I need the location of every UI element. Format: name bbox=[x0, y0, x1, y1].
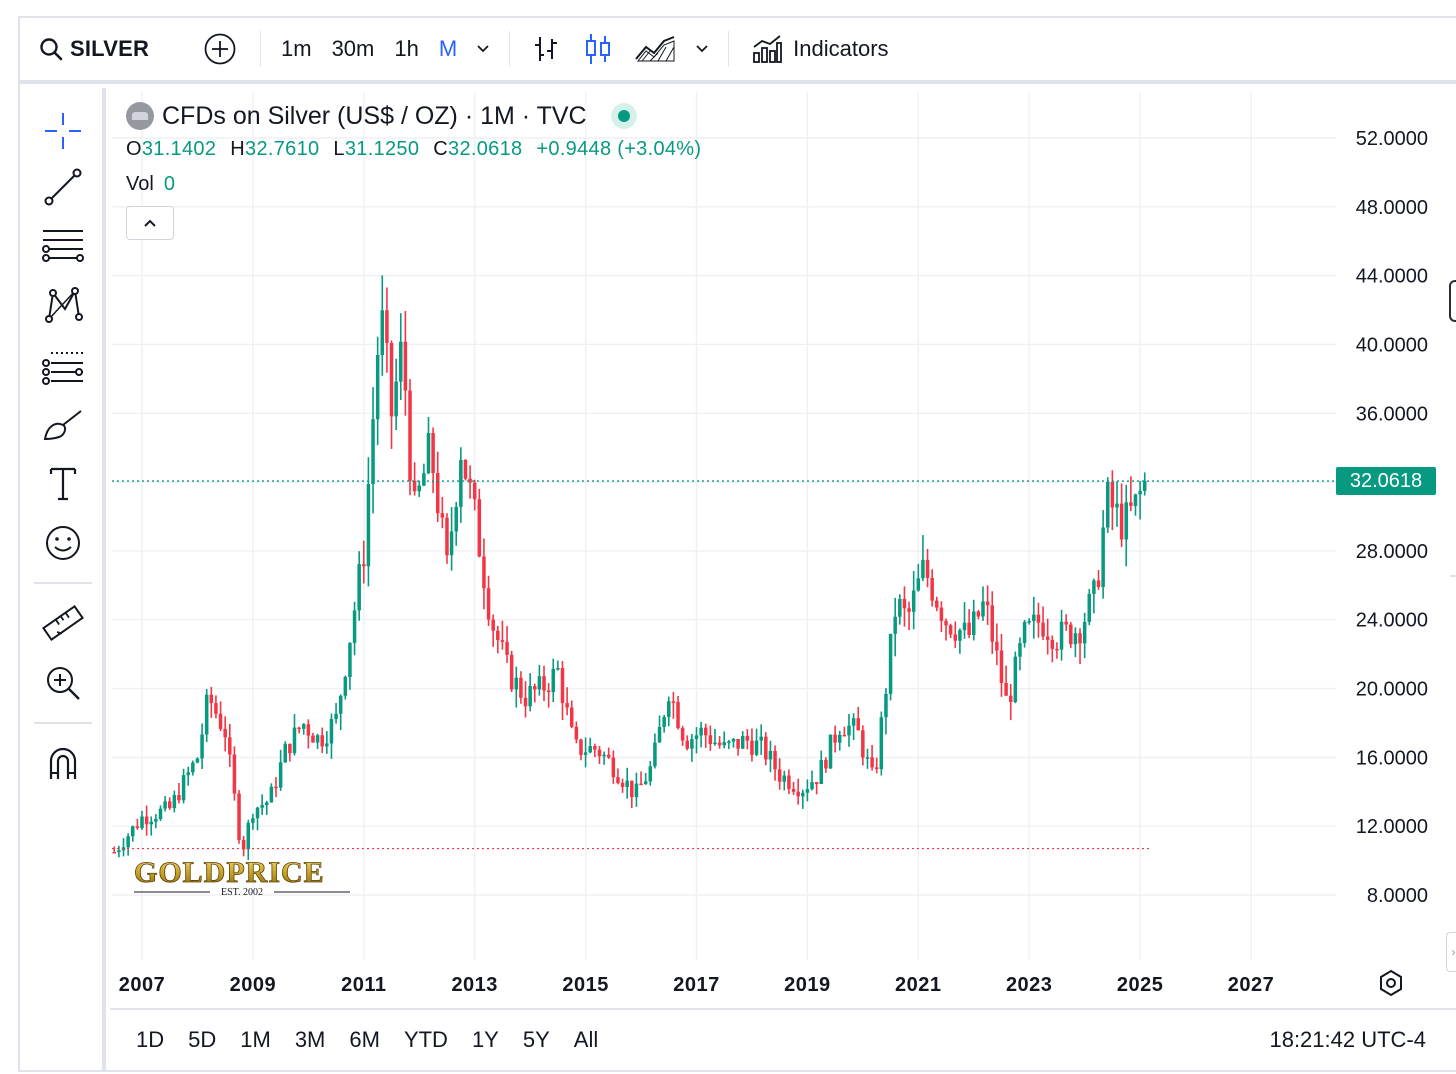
range-3m[interactable]: 3M bbox=[294, 1027, 326, 1052]
high-label: H bbox=[230, 138, 246, 160]
chart-widget-frame bbox=[18, 16, 1456, 1072]
zoom-in-icon bbox=[47, 667, 80, 700]
interval-dropdown[interactable] bbox=[467, 18, 499, 80]
chevron-right-icon: › bbox=[1451, 945, 1456, 959]
right-divider bbox=[1450, 575, 1456, 577]
volume-label: Vol bbox=[126, 173, 154, 195]
symbol-name: SILVER bbox=[70, 36, 150, 61]
toolbar-separator bbox=[260, 31, 261, 67]
high-value: 32.7610 bbox=[245, 138, 320, 160]
exchange-logo-icon bbox=[126, 102, 154, 130]
interval-1h[interactable]: 1h bbox=[394, 36, 419, 61]
range-1y[interactable]: 1Y bbox=[471, 1027, 499, 1052]
low-label: L bbox=[333, 138, 345, 160]
chevron-up-icon bbox=[144, 219, 156, 227]
magnet-icon bbox=[49, 747, 77, 779]
area-chart-icon bbox=[635, 36, 675, 62]
bottom-toolbar: 1D 5D 1M 3M 6M YTD 1Y 5Y All 18:21:42 UT… bbox=[110, 1008, 1456, 1070]
range-ytd[interactable]: YTD bbox=[403, 1027, 448, 1052]
crosshair-icon bbox=[45, 113, 81, 149]
forecasting-tool[interactable] bbox=[40, 342, 86, 388]
magnet-tool[interactable] bbox=[40, 740, 86, 786]
search-icon bbox=[40, 38, 63, 61]
indicators-icon bbox=[753, 35, 783, 63]
right-panel-tab[interactable] bbox=[1449, 280, 1456, 322]
trend-line-icon bbox=[44, 168, 82, 206]
logo-wordmark: GOLDPRICE bbox=[134, 856, 325, 889]
range-1m[interactable]: 1M bbox=[240, 1027, 271, 1052]
ruler-icon bbox=[42, 604, 84, 642]
toolbar-separator bbox=[728, 31, 730, 67]
top-toolbar: SILVER 1m 30m 1h M Indicators bbox=[20, 18, 1456, 84]
drawing-toolbar bbox=[20, 88, 106, 1070]
toolbar-separator bbox=[34, 722, 92, 724]
indicators-label: Indicators bbox=[793, 36, 889, 61]
axis-settings-button[interactable] bbox=[1376, 968, 1406, 998]
crosshair-tool[interactable] bbox=[40, 108, 86, 154]
low-value: 31.1250 bbox=[344, 138, 420, 160]
chevron-down-icon bbox=[477, 45, 489, 53]
settings-icon bbox=[1380, 969, 1402, 997]
scroll-right-button[interactable]: › bbox=[1446, 932, 1456, 972]
close-value: 32.0618 bbox=[448, 138, 523, 160]
bars-style-button[interactable] bbox=[520, 18, 572, 80]
fib-lines-icon bbox=[42, 230, 84, 262]
toolbar-separator bbox=[509, 31, 511, 67]
timezone-clock[interactable]: 18:21:42 UTC-4 bbox=[1269, 1027, 1426, 1052]
market-status-icon[interactable] bbox=[610, 103, 637, 129]
range-5y[interactable]: 5Y bbox=[522, 1027, 550, 1052]
interval-month[interactable]: M bbox=[438, 36, 458, 61]
compare-symbol-button[interactable] bbox=[190, 18, 250, 80]
pattern-tool[interactable] bbox=[40, 282, 86, 328]
bars-icon bbox=[535, 37, 558, 61]
emoji-tool[interactable] bbox=[40, 520, 86, 566]
legend-title-row: CFDs on Silver (US$ / OZ) · 1M · TVC bbox=[126, 98, 715, 134]
open-label: O bbox=[126, 138, 142, 160]
range-1d[interactable]: 1D bbox=[136, 1027, 165, 1052]
measure-tool[interactable] bbox=[40, 600, 86, 646]
change-value: +0.9448 (+3.04%) bbox=[536, 138, 702, 160]
forecast-icon bbox=[42, 352, 83, 385]
range-5d[interactable]: 5D bbox=[188, 1027, 217, 1052]
text-tool[interactable] bbox=[40, 460, 86, 506]
symbol-search[interactable]: SILVER bbox=[20, 18, 190, 80]
zoom-in-tool[interactable] bbox=[40, 660, 86, 706]
interval-1m[interactable]: 1m bbox=[281, 36, 312, 61]
pattern-icon bbox=[45, 287, 83, 323]
symbol-description[interactable]: CFDs on Silver (US$ / OZ) · 1M · TVC bbox=[162, 101, 587, 130]
volume-row: Vol 0 bbox=[126, 173, 715, 196]
goldprice-logo: GOLDPRICE EST. 2002 bbox=[134, 856, 350, 898]
smiley-icon bbox=[46, 526, 80, 560]
brush-tool[interactable] bbox=[40, 402, 86, 448]
toolbar-separator bbox=[34, 582, 92, 584]
current-price-label: 32.0618 bbox=[1336, 467, 1436, 496]
interval-30m[interactable]: 30m bbox=[331, 36, 375, 61]
fib-retracement-tool[interactable] bbox=[40, 222, 86, 268]
brush-icon bbox=[43, 410, 82, 441]
plus-circle-icon bbox=[204, 33, 236, 65]
range-all[interactable]: All bbox=[573, 1027, 599, 1052]
area-style-button[interactable] bbox=[624, 18, 686, 80]
trend-line-tool[interactable] bbox=[40, 164, 86, 210]
indicators-button[interactable]: Indicators bbox=[739, 18, 889, 80]
ohlc-values: O 31.1402 H 32.7610 L 31.1250 C 32.0618 +0.9… bbox=[126, 138, 715, 161]
open-value: 31.1402 bbox=[141, 138, 217, 160]
candles-icon bbox=[586, 34, 611, 64]
chevron-down-icon bbox=[696, 45, 708, 53]
collapse-legend-button[interactable] bbox=[126, 206, 174, 240]
text-icon bbox=[49, 467, 77, 501]
logo-subtitle: EST. 2002 bbox=[221, 887, 263, 898]
range-6m[interactable]: 6M bbox=[349, 1027, 380, 1052]
candles-style-button[interactable] bbox=[572, 18, 624, 80]
chart-legend: CFDs on Silver (US$ / OZ) · 1M · TVC O 31… bbox=[126, 98, 715, 240]
close-label: C bbox=[433, 138, 449, 160]
chart-style-dropdown[interactable] bbox=[686, 18, 718, 80]
volume-value: 0 bbox=[163, 173, 175, 195]
